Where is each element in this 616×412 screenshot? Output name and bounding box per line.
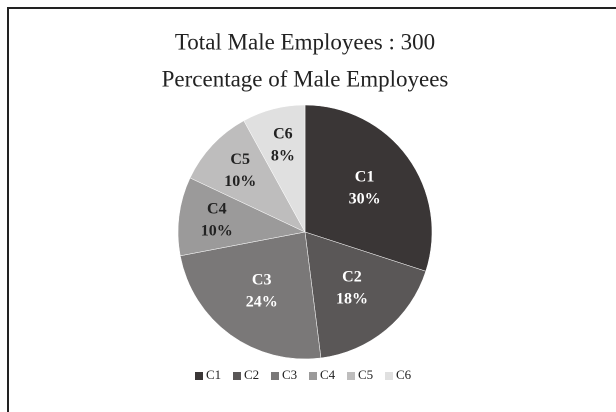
slice-value-label: 8% [271,148,295,165]
legend-swatch [233,372,241,380]
slice-category-label: C6 [273,126,293,143]
legend-label: C1 [206,367,221,382]
legend-label: C2 [244,367,259,382]
slice-value-label: 10% [201,223,233,240]
slice-category-label: C3 [252,271,272,288]
legend-swatch [271,372,279,380]
pie-slice [179,231,322,360]
legend-label: C4 [320,367,336,382]
slice-category-label: C5 [230,151,250,168]
legend-swatch [195,372,203,380]
legend-swatch [309,372,317,380]
chart-title: Total Male Employees : 300 [175,29,435,54]
slice-value-label: 24% [246,293,278,310]
legend-swatch [385,372,393,380]
slice-category-label: C1 [355,168,375,185]
slice-value-label: 18% [336,290,368,307]
pie-slice [177,177,306,257]
pie-slice [189,120,306,233]
chart-subtitle: Percentage of Male Employees [162,66,449,91]
pie-slice [243,104,306,233]
legend-swatch [347,372,355,380]
slice-value-label: 10% [224,173,256,190]
slice-category-label: C4 [207,201,227,218]
legend-label: C3 [282,367,297,382]
pie-slice [304,104,433,272]
legend-label: C5 [358,367,373,382]
legend-label: C6 [396,367,412,382]
slice-category-label: C2 [342,268,362,285]
slice-value-label: 30% [349,190,381,207]
pie-slice [304,231,427,359]
